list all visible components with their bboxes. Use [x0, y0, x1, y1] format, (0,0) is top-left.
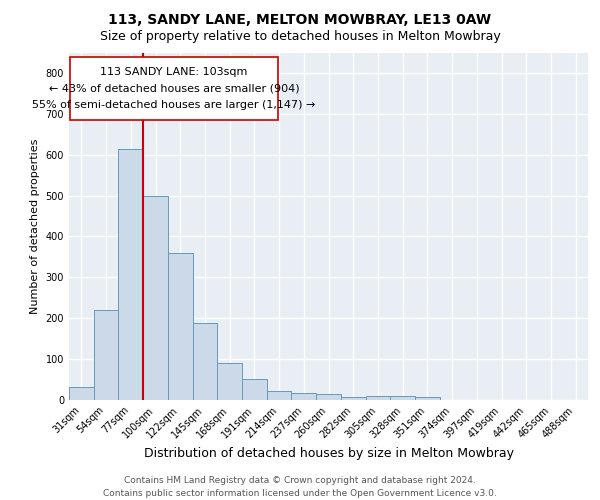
Bar: [94, 310, 118, 400]
Bar: [217, 363, 242, 400]
Bar: [390, 396, 415, 400]
Text: Size of property relative to detached houses in Melton Mowbray: Size of property relative to detached ho…: [100, 30, 500, 43]
X-axis label: Distribution of detached houses by size in Melton Mowbray: Distribution of detached houses by size …: [143, 446, 514, 460]
Bar: [118, 148, 143, 400]
Bar: [365, 396, 390, 400]
Text: Contains HM Land Registry data © Crown copyright and database right 2024.
Contai: Contains HM Land Registry data © Crown c…: [103, 476, 497, 498]
Bar: [143, 196, 168, 400]
Bar: [341, 396, 365, 400]
Bar: [415, 397, 440, 400]
Bar: [69, 387, 94, 400]
Text: 113 SANDY LANE: 103sqm
← 43% of detached houses are smaller (904)
55% of semi-de: 113 SANDY LANE: 103sqm ← 43% of detached…: [32, 67, 316, 110]
Bar: [242, 378, 267, 400]
Bar: [168, 253, 193, 400]
Bar: [316, 394, 341, 400]
Bar: [267, 391, 292, 400]
Y-axis label: Number of detached properties: Number of detached properties: [30, 138, 40, 314]
Bar: [292, 394, 316, 400]
FancyBboxPatch shape: [70, 56, 278, 120]
Text: 113, SANDY LANE, MELTON MOWBRAY, LE13 0AW: 113, SANDY LANE, MELTON MOWBRAY, LE13 0A…: [109, 12, 491, 26]
Bar: [193, 323, 217, 400]
